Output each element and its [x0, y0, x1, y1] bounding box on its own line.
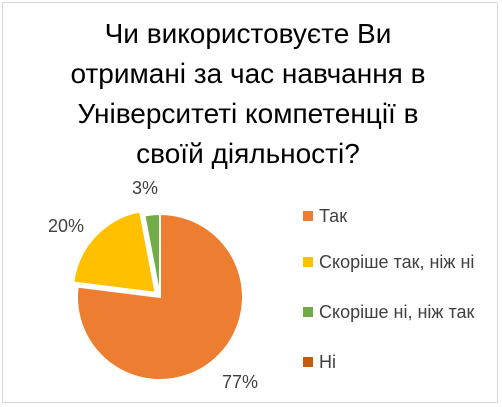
- legend-swatch: [303, 211, 313, 221]
- chart-frame: [2, 2, 498, 403]
- legend-swatch: [303, 357, 313, 367]
- legend-swatch: [303, 257, 313, 267]
- pie-slice-1: [72, 210, 157, 295]
- data-label-0: 77%: [222, 372, 258, 392]
- legend-label: Скоріше ні, ніж так: [319, 302, 475, 322]
- legend-swatch: [303, 307, 313, 317]
- legend-label: Скоріше так, ніж ні: [319, 252, 475, 272]
- pie-slice-2: [143, 212, 161, 298]
- data-label-2: 3%: [132, 178, 158, 198]
- pie-data-labels: 77% 20% 3%: [48, 178, 258, 392]
- data-label-1: 20%: [48, 216, 84, 236]
- legend-label: Так: [319, 206, 348, 226]
- pie-slices: [72, 210, 244, 381]
- chart-title: Чи використовуєте Ви отримані за час нав…: [70, 18, 426, 169]
- legend-label: Ні: [319, 352, 336, 372]
